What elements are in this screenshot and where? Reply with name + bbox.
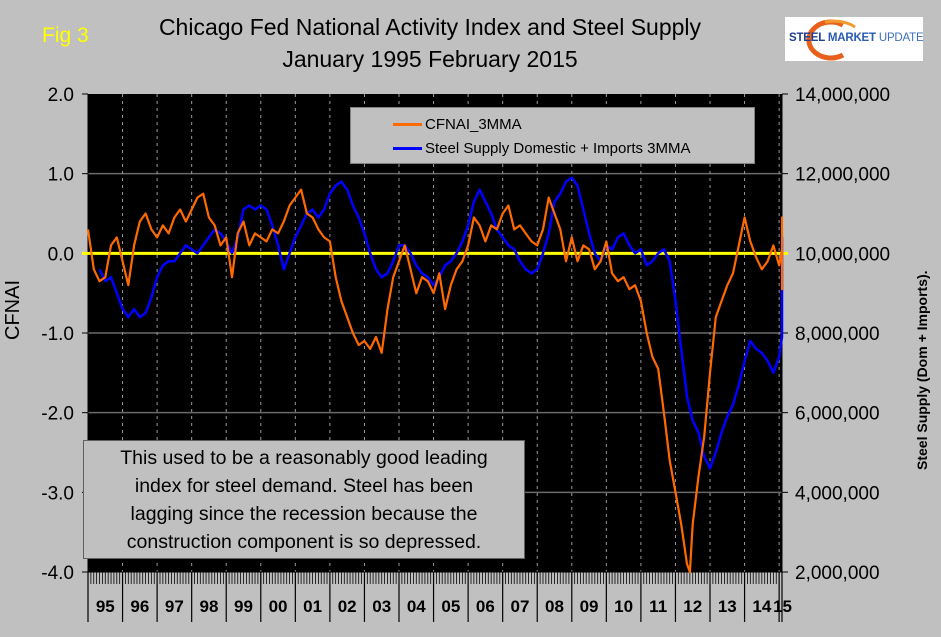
note-line: lagging since the recession because the: [130, 503, 478, 525]
legend-item-steel: Steel Supply Domestic + Imports 3MMA: [393, 136, 691, 160]
tick-label-right: 8,000,000: [795, 324, 880, 345]
chart-title-line1: Chicago Fed National Activity Index and …: [158, 14, 702, 40]
tick-label-right: 6,000,000: [795, 404, 880, 425]
series-line-cfnai: [86, 188, 784, 574]
legend-label-cfnai: CFNAI_3MMA: [425, 115, 522, 133]
tick-label-right: 10,000,000: [795, 244, 890, 265]
annotation-note: This used to be a reasonably good leadin…: [83, 440, 525, 559]
vertical-gridlines: [122, 94, 780, 572]
legend-item-cfnai: CFNAI_3MMA: [393, 112, 522, 136]
tick-label-year: 04: [407, 597, 426, 616]
tick-label-year: 08: [545, 597, 564, 616]
steel-market-update-logo: STEEL MARKET UPDATE: [785, 17, 924, 61]
tick-label-year: 07: [510, 597, 529, 616]
legend: CFNAI_3MMA Steel Supply Domestic + Impor…: [350, 107, 755, 164]
y-axis-label-right: Steel Supply (Dom + Imports).: [914, 270, 930, 470]
tick-label-right: 4,000,000: [795, 483, 880, 504]
tick-label-left: 0.0: [48, 244, 74, 265]
tick-label-left: -2.0: [41, 404, 74, 425]
tick-label-year: 01: [303, 597, 322, 616]
logo-swoosh-icon: [806, 19, 856, 61]
figure-label: Fig 3: [42, 24, 89, 47]
tick-label-year: 99: [234, 597, 253, 616]
tick-label-year: 09: [580, 597, 599, 616]
tick-label-year: 02: [338, 597, 357, 616]
tick-label-left: -3.0: [41, 483, 74, 504]
tick-label-right: 12,000,000: [795, 165, 890, 186]
note-line: index for steel demand. Steel has been: [134, 475, 474, 497]
tick-label-year: 12: [683, 597, 702, 616]
tick-label-year: 00: [269, 597, 288, 616]
tick-label-year: 06: [476, 597, 495, 616]
tick-label-year: 11: [649, 597, 667, 616]
tick-label-year: 03: [372, 597, 391, 616]
x-axis: 95 96 97 98 99 00 01 02 03 04 05 06 07 08 09 10 11 12 13 14…: [87, 571, 792, 622]
tick-label-year: 14: [752, 597, 771, 616]
note-line: This used to be a reasonably good leadin…: [120, 447, 488, 469]
tick-label-right: 2,000,000: [795, 563, 880, 584]
tick-label-left: 2.0: [48, 85, 74, 106]
tick-label-left: -4.0: [41, 563, 74, 584]
legend-label-steel: Steel Supply Domestic + Imports 3MMA: [425, 139, 691, 157]
tick-label-year: 05: [441, 597, 460, 616]
right-axis-ticks: 14,000,000 12,000,000 10,000,000 8,000,000 6…: [781, 85, 890, 584]
tick-label-year: 96: [130, 597, 149, 616]
tick-label-year: 10: [614, 597, 633, 616]
tick-label-left: -1.0: [41, 324, 74, 345]
logo-text-steel: STEEL: [789, 32, 825, 44]
legend-swatch-cfnai: [393, 122, 422, 126]
chart-title-line2: January 1995 February 2015: [282, 46, 578, 72]
tick-label-left: 1.0: [48, 165, 74, 186]
tick-label-year: 95: [96, 597, 115, 616]
note-line: construction component is so depressed.: [126, 531, 482, 553]
tick-label-year: 97: [165, 597, 184, 616]
logo-text-market: MARKET: [827, 32, 876, 44]
logo-text-update: UPDATE: [878, 32, 924, 44]
tick-label-year: 98: [199, 597, 218, 616]
tick-label-year: 13: [718, 597, 737, 616]
y-axis-label-left: CFNAI: [2, 280, 24, 340]
series-line-steel-supply: [98, 176, 784, 470]
left-axis-ticks: 2.0 1.0 0.0 -1.0 -2.0 -3.0 -4.0: [41, 85, 89, 584]
tick-label-right: 14,000,000: [795, 85, 890, 106]
legend-swatch-steel: [393, 146, 422, 150]
